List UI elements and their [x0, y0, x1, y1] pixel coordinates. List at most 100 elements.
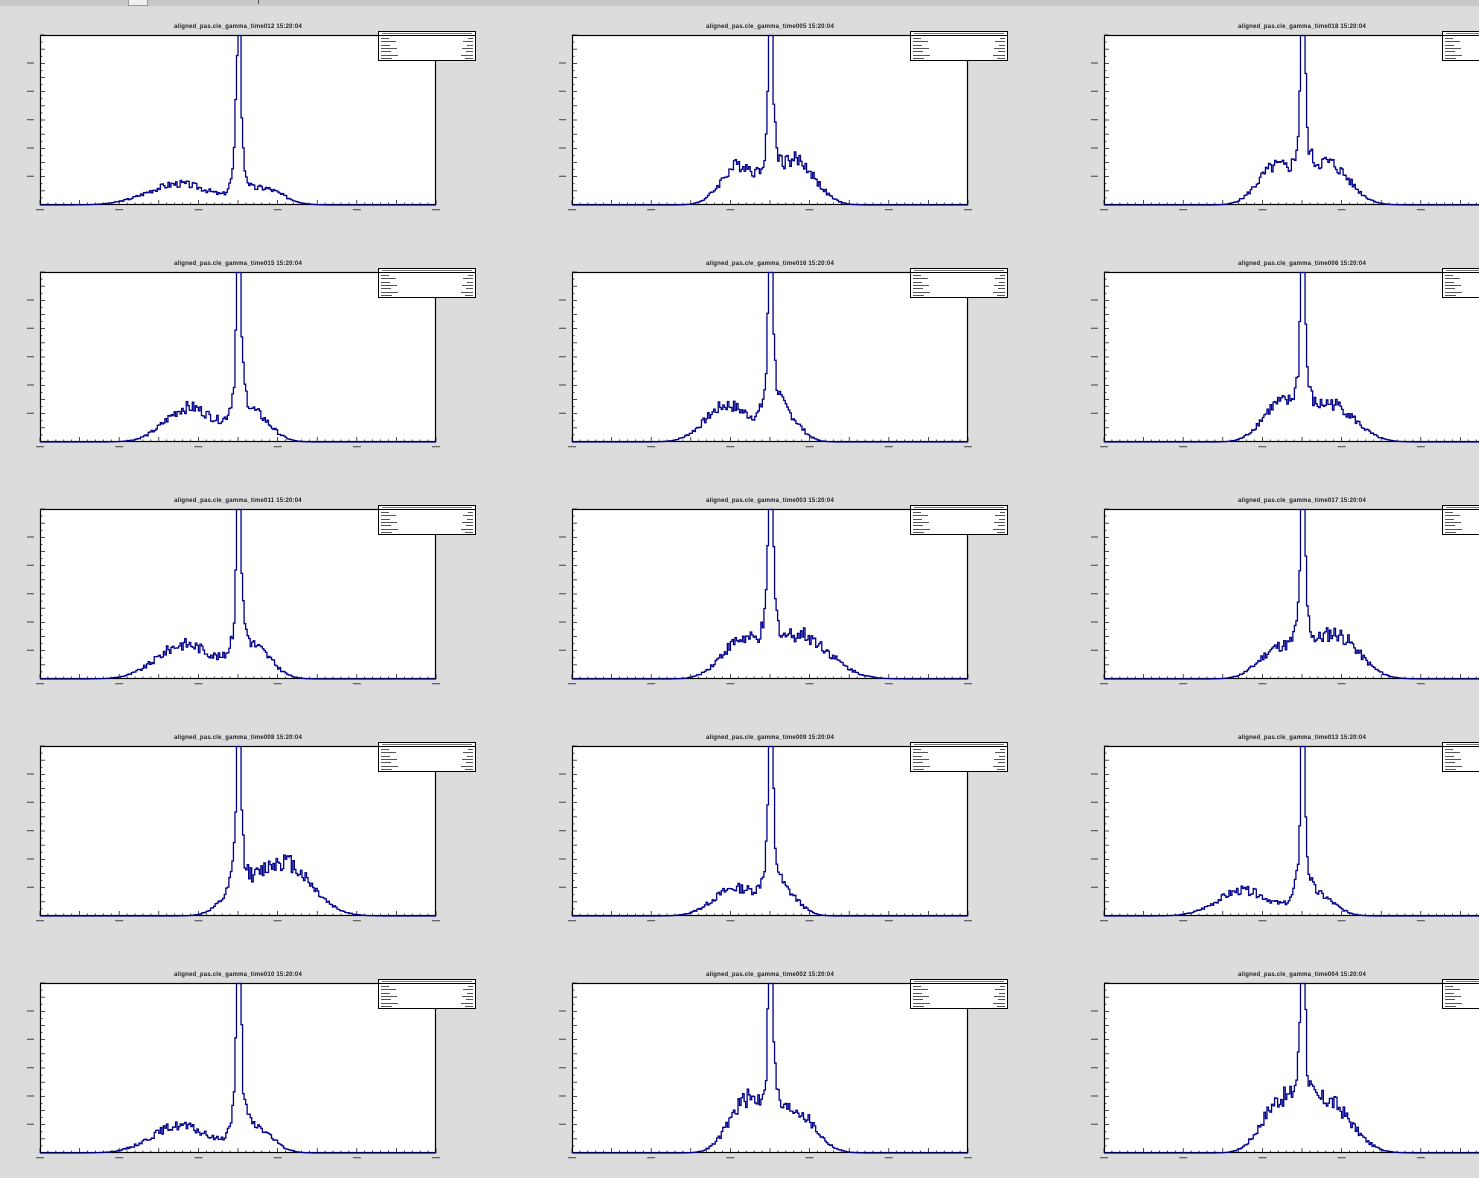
plot-frame — [1103, 745, 1479, 917]
stats-value — [463, 515, 473, 517]
stats-row — [381, 525, 473, 527]
stats-row — [381, 1002, 473, 1005]
stats-row — [913, 758, 1005, 761]
y-tick-label — [27, 1038, 34, 1040]
stats-key — [1445, 44, 1454, 46]
stats-key — [913, 54, 930, 56]
y-tick-label — [1091, 1123, 1098, 1125]
stats-value — [465, 1005, 473, 1007]
stats-header-text — [1446, 507, 1479, 508]
stats-row — [1445, 528, 1479, 531]
stats-row — [381, 41, 473, 43]
stats-key — [381, 1002, 398, 1004]
stats-row — [913, 294, 1005, 297]
stats-row — [381, 765, 473, 768]
y-tick-label — [559, 147, 566, 149]
stats-row — [381, 768, 473, 771]
stats-key — [913, 758, 929, 760]
stats-key — [1445, 531, 1456, 533]
stats-key — [381, 995, 397, 997]
stats-value — [998, 525, 1005, 527]
stats-row — [381, 284, 473, 287]
stats-row — [913, 1002, 1005, 1005]
plot-frame — [39, 508, 437, 680]
x-tick-label — [273, 683, 282, 685]
stats-value — [461, 765, 473, 767]
stats-key — [1445, 275, 1453, 276]
stats-key — [381, 275, 389, 276]
chart-title: aligned_pas.cle_gamma_time011 15:20:04 — [174, 498, 302, 504]
stats-row — [1445, 44, 1479, 47]
chart-title: aligned_pas.cle_gamma_time016 15:20:04 — [705, 261, 834, 267]
stats-key — [1445, 54, 1462, 56]
x-tick-label — [805, 920, 814, 922]
y-tick-label — [1091, 119, 1098, 121]
stats-value — [995, 752, 1005, 754]
y-tick-label — [1091, 62, 1098, 64]
stats-key — [913, 57, 924, 59]
stats-value — [462, 521, 473, 523]
x-tick-label — [1416, 446, 1425, 448]
stats-row — [913, 41, 1005, 43]
stats-row — [913, 288, 1005, 290]
stats-key — [913, 284, 929, 286]
x-tick-label — [1258, 446, 1267, 448]
x-tick-label — [647, 683, 656, 685]
plot-frame — [1103, 982, 1479, 1154]
x-tick-label — [1258, 1157, 1267, 1159]
stats-row — [1445, 992, 1479, 995]
stats-box — [1442, 31, 1479, 61]
stats-key — [381, 44, 390, 46]
stats-value — [465, 768, 473, 770]
stats-row — [1445, 278, 1479, 280]
stats-key — [913, 518, 922, 520]
histogram-panel: aligned_pas.cle_gamma_time016 15:20:04 — [559, 261, 1008, 448]
stats-row — [1445, 521, 1479, 524]
stats-key — [913, 995, 929, 997]
histogram-plot — [27, 982, 440, 1159]
stats-row — [913, 51, 1005, 53]
stats-row — [381, 278, 473, 280]
stats-header-text — [914, 744, 1004, 745]
stats-key — [1445, 57, 1456, 59]
x-tick-label — [432, 920, 440, 922]
histogram-panel: aligned_pas.cle_gamma_time008 15:20:04 — [27, 735, 476, 922]
stats-key — [1445, 288, 1455, 290]
stats-value — [463, 989, 473, 991]
x-tick-label — [1179, 683, 1188, 685]
y-tick-label — [559, 412, 566, 414]
stats-value — [462, 995, 473, 997]
stats-row — [381, 986, 473, 988]
y-tick-label — [559, 886, 566, 888]
stats-value — [463, 278, 473, 280]
y-tick-label — [27, 62, 34, 64]
stats-row — [381, 521, 473, 524]
stats-row — [913, 1005, 1005, 1008]
stats-key — [381, 531, 392, 533]
y-tick-label — [27, 536, 34, 538]
stats-key — [1445, 986, 1453, 987]
x-tick-label — [805, 1157, 814, 1159]
stats-row — [1445, 38, 1479, 40]
stats-value — [995, 278, 1005, 280]
stats-key — [1445, 768, 1456, 770]
x-tick-label — [1416, 209, 1425, 211]
stats-value — [993, 1002, 1005, 1004]
stats-row — [913, 999, 1005, 1001]
stats-key — [913, 515, 928, 517]
stats-row — [1445, 752, 1479, 754]
checkbox[interactable] — [128, 0, 148, 6]
y-tick-label — [559, 1095, 566, 1097]
stats-row — [913, 275, 1005, 277]
stats-key — [913, 47, 929, 49]
y-tick-label — [1091, 1038, 1098, 1040]
x-tick-label — [1258, 209, 1267, 211]
stats-key — [1445, 999, 1455, 1001]
x-tick-label — [964, 683, 972, 685]
stats-row — [381, 288, 473, 290]
y-tick-label — [27, 886, 34, 888]
chart-title: aligned_pas.cle_gamma_time013 15:20:04 — [1237, 735, 1366, 741]
stats-box — [378, 979, 476, 1009]
x-tick-label — [36, 446, 44, 448]
stats-row — [381, 1005, 473, 1008]
